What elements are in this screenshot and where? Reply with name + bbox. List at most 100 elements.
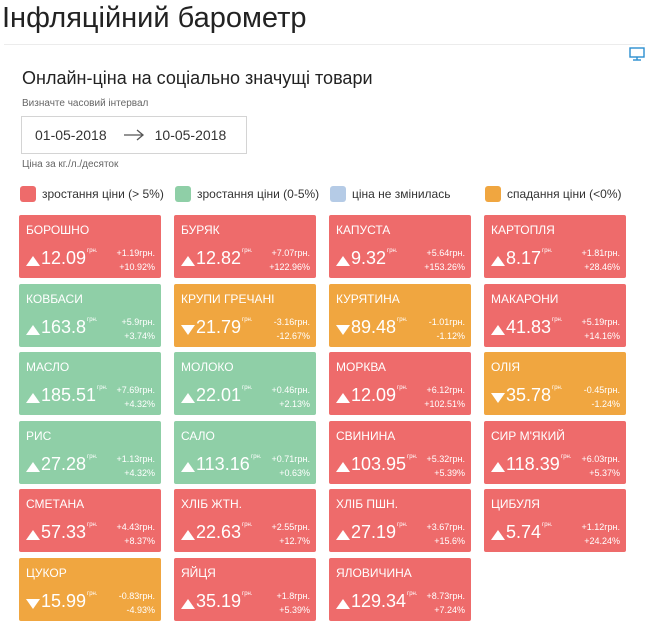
delta-percent: +5.37% — [589, 467, 620, 478]
product-price: 129.34 — [351, 590, 407, 611]
product-card[interactable]: Картопля 8.17 грн. +1.81грн. +28.46% — [484, 215, 626, 278]
price-unit: грн. — [87, 522, 98, 528]
price-unit: грн. — [561, 453, 572, 460]
product-card[interactable]: Курятина 89.48 грн. -1.01грн. -1.12% — [329, 283, 471, 347]
price-unit: грн. — [251, 453, 262, 460]
delta-percent: -12.67% — [276, 330, 310, 341]
delta-absolute: +5.9грн. — [121, 316, 155, 327]
legend-swatch — [330, 186, 346, 202]
product-card[interactable]: Яйця 35.19 грн. +1.8грн. +5.39% — [174, 557, 316, 621]
price-unit: грн. — [242, 248, 253, 254]
delta-percent: +12.7% — [279, 536, 310, 546]
triangle-up-icon — [336, 598, 350, 609]
product-name: Курятина — [336, 291, 400, 306]
product-card[interactable]: Сало 113.16 грн. +0.71грн. +0.63% — [174, 420, 316, 484]
delta-percent: +15.6% — [434, 536, 465, 546]
product-name: Сало — [181, 428, 215, 443]
product-price: 12.09 — [351, 385, 397, 405]
product-name: Хліб жтн. — [181, 497, 242, 511]
legend-item-up-strong: зростання ціни (> 5%) — [20, 186, 164, 202]
inflation-widget: Онлайн-ціна на соціально значущі товари … — [4, 44, 645, 630]
triangle-down-icon — [181, 324, 195, 335]
product-price: 118.39 — [506, 453, 560, 474]
product-price: 9.32 — [351, 248, 387, 268]
product-card[interactable]: Свинина 103.95 грн. +5.32грн. +5.39% — [329, 420, 471, 484]
delta-percent: -1.12% — [436, 330, 465, 341]
legend: зростання ціни (> 5%) зростання ціни (0-… — [20, 186, 640, 204]
price-unit: грн. — [242, 385, 253, 391]
delta-percent: +5.39% — [434, 467, 465, 478]
product-price: 163.8 — [41, 316, 87, 337]
product-card[interactable]: Рис 27.28 грн. +1.13грн. +4.32% — [19, 420, 161, 484]
page-title: Інфляційний барометр — [2, 2, 307, 34]
product-card[interactable]: Сметана 57.33 грн. +4.43грн. +8.37% — [19, 489, 161, 552]
price-unit: грн. — [407, 453, 418, 460]
product-card[interactable]: Масло 185.51 грн. +7.69грн. +4.32% — [19, 352, 161, 415]
delta-absolute: +1.8грн. — [276, 590, 310, 601]
delta-percent: +7.24% — [434, 604, 465, 615]
triangle-down-icon — [26, 598, 40, 609]
delta-percent: +153.26% — [424, 262, 465, 272]
product-name: Морква — [336, 360, 386, 374]
price-unit: грн. — [242, 316, 253, 323]
product-card[interactable]: Крупи гречані 21.79 грн. -3.16грн. -12.67% — [174, 283, 316, 347]
product-card[interactable]: Олія 35.78 грн. -0.45грн. -1.24% — [484, 352, 626, 415]
delta-absolute: -0.83грн. — [118, 590, 155, 601]
delta-percent: -4.93% — [126, 604, 155, 615]
product-price: 27.28 — [41, 453, 87, 474]
product-price: 27.19 — [351, 522, 397, 542]
triangle-up-icon — [336, 393, 350, 403]
product-name: Масло — [26, 360, 70, 374]
date-range-picker[interactable]: 01-05-2018 10-05-2018 — [21, 116, 247, 154]
price-unit: грн. — [87, 248, 98, 254]
triangle-up-icon — [181, 256, 195, 266]
triangle-up-icon — [491, 324, 505, 335]
delta-absolute: +7.07грн. — [271, 248, 310, 258]
product-card[interactable]: Молоко 22.01 грн. +0.46грн. +2.13% — [174, 352, 316, 415]
price-unit: грн. — [387, 248, 398, 254]
product-card[interactable]: Капуста 9.32 грн. +5.64грн. +153.26% — [329, 215, 471, 278]
delta-absolute: +8.73грн. — [426, 590, 465, 601]
monitor-icon[interactable] — [629, 47, 645, 61]
product-card[interactable]: Хліб жтн. 22.63 грн. +2.55грн. +12.7% — [174, 489, 316, 552]
product-price: 89.48 — [351, 316, 397, 337]
delta-percent: -1.24% — [591, 399, 620, 409]
delta-absolute: +2.55грн. — [271, 522, 310, 532]
delta-percent: +122.96% — [269, 262, 310, 272]
delta-percent: +28.46% — [584, 262, 620, 272]
product-card[interactable]: Морква 12.09 грн. +6.12грн. +102.51% — [329, 352, 471, 415]
product-price: 8.17 — [506, 248, 542, 268]
product-card[interactable]: Борошно 12.09 грн. +1.19грн. +10.92% — [19, 215, 161, 278]
delta-percent: +4.32% — [124, 467, 155, 478]
product-name: Крупи гречані — [181, 291, 275, 306]
delta-absolute: +6.03грн. — [581, 453, 620, 464]
triangle-up-icon — [491, 256, 505, 266]
price-unit: грн. — [552, 316, 563, 323]
date-from[interactable]: 01-05-2018 — [35, 127, 107, 143]
delta-absolute: +0.71грн. — [271, 453, 310, 464]
price-unit: грн. — [407, 590, 418, 597]
product-name: Яйця — [181, 565, 216, 580]
price-unit: грн. — [397, 316, 408, 323]
delta-absolute: +3.67грн. — [426, 522, 465, 532]
date-to[interactable]: 10-05-2018 — [154, 127, 227, 143]
product-card[interactable]: Цибуля 5.74 грн. +1.12грн. +24.24% — [484, 489, 626, 552]
delta-absolute: +0.46грн. — [271, 385, 310, 395]
product-name: Яловичина — [336, 565, 412, 580]
legend-item-down: спадання ціни (<0%) — [485, 186, 621, 202]
product-card[interactable]: Хліб пшн. 27.19 грн. +3.67грн. +15.6% — [329, 489, 471, 552]
product-card[interactable]: Сир м'який 118.39 грн. +6.03грн. +5.37% — [484, 420, 626, 484]
product-name: Хліб пшн. — [336, 497, 399, 511]
triangle-up-icon — [26, 324, 40, 335]
product-card[interactable]: Яловичина 129.34 грн. +8.73грн. +7.24% — [329, 557, 471, 621]
delta-percent: +0.63% — [279, 467, 310, 478]
delta-absolute: +1.13грн. — [116, 453, 155, 464]
product-name: Сир м'який — [491, 428, 565, 443]
delta-percent: +2.13% — [279, 399, 310, 409]
product-card[interactable]: Буряк 12.82 грн. +7.07грн. +122.96% — [174, 215, 316, 278]
delta-percent: +24.24% — [584, 536, 620, 546]
product-card[interactable]: Макарони 41.83 грн. +5.19грн. +14.16% — [484, 283, 626, 347]
product-price: 35.78 — [506, 385, 552, 405]
product-card[interactable]: Ковбаси 163.8 грн. +5.9грн. +3.74% — [19, 283, 161, 347]
product-card[interactable]: Цукор 15.99 грн. -0.83грн. -4.93% — [19, 557, 161, 621]
